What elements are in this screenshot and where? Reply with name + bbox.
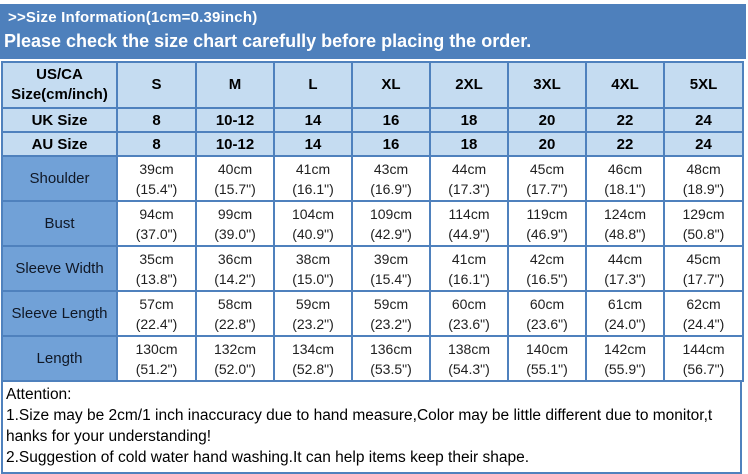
page-title: >>Size Information(1cm=0.39inch) (8, 9, 258, 26)
size-cell: 130cm (51.2") (116, 335, 197, 382)
row-label: AU Size (1, 131, 118, 157)
size-cell: 48cm (18.9") (663, 155, 744, 202)
au-size-row: AU Size 8 10-12 14 16 18 20 22 24 (1, 131, 744, 157)
size-cell: 62cm (24.4") (663, 290, 744, 337)
size-cell: 132cm (52.0") (195, 335, 275, 382)
uk-size-value: 24 (663, 107, 744, 133)
size-cell: 129cm (50.8") (663, 200, 744, 247)
size-cell: 119cm (46.9") (507, 200, 587, 247)
row-label: Bust (1, 200, 118, 247)
measurement-row-shoulder: Shoulder 39cm (15.4") 40cm (15.7") 41cm (16… (1, 155, 744, 202)
size-cell: 46cm (18.1") (585, 155, 665, 202)
size-cell: 38cm (15.0") (273, 245, 353, 292)
uk-size-row: UK Size 8 10-12 14 16 18 20 22 24 (1, 107, 744, 133)
size-cell: 138cm (54.3") (429, 335, 509, 382)
row-label: Length (1, 335, 118, 382)
column-header-m: M (195, 61, 275, 109)
column-header-2xl: 2XL (429, 61, 509, 109)
uk-size-value: 8 (116, 107, 197, 133)
measurement-row-sleeve-length: Sleeve Length 57cm (22.4") 58cm (22.8") 59… (1, 290, 744, 337)
attention-heading: Attention: (6, 386, 72, 403)
size-cell: 35cm (13.8") (116, 245, 197, 292)
size-cell: 43cm (16.9") (351, 155, 431, 202)
uk-size-value: 10-12 (195, 107, 275, 133)
attention-line: 2.Suggestion of cold water hand washing.… (6, 449, 530, 466)
size-cell: 44cm (17.3") (585, 245, 665, 292)
column-header-xl: XL (351, 61, 431, 109)
size-cell: 114cm (44.9") (429, 200, 509, 247)
size-cell: 41cm (16.1") (273, 155, 353, 202)
size-cell: 44cm (17.3") (429, 155, 509, 202)
size-cell: 39cm (15.4") (116, 155, 197, 202)
column-header-s: S (116, 61, 197, 109)
size-cell: 134cm (52.8") (273, 335, 353, 382)
size-cell: 109cm (42.9") (351, 200, 431, 247)
au-size-value: 14 (273, 131, 353, 157)
page-subtitle: Please check the size chart carefully be… (4, 31, 532, 51)
size-cell: 142cm (55.9") (585, 335, 665, 382)
column-header-3xl: 3XL (507, 61, 587, 109)
au-size-value: 18 (429, 131, 509, 157)
size-cell: 144cm (56.7") (663, 335, 744, 382)
size-cell: 45cm (17.7") (663, 245, 744, 292)
corner-header-cell: US/CA Size(cm/inch) (1, 61, 118, 109)
size-cell: 57cm (22.4") (116, 290, 197, 337)
size-cell: 59cm (23.2") (351, 290, 431, 337)
column-header-l: L (273, 61, 353, 109)
size-cell: 39cm (15.4") (351, 245, 431, 292)
size-cell: 45cm (17.7") (507, 155, 587, 202)
measurement-row-sleeve-width: Sleeve Width 35cm (13.8") 36cm (14.2") 38c… (1, 245, 744, 292)
au-size-value: 8 (116, 131, 197, 157)
size-cell: 60cm (23.6") (507, 290, 587, 337)
size-cell: 40cm (15.7") (195, 155, 275, 202)
row-label: Sleeve Length (1, 290, 118, 337)
size-cell: 124cm (48.8") (585, 200, 665, 247)
measurement-row-length: Length 130cm (51.2") 132cm (52.0") 134cm (5… (1, 335, 744, 382)
size-cell: 140cm (55.1") (507, 335, 587, 382)
au-size-value: 24 (663, 131, 744, 157)
uk-size-value: 14 (273, 107, 353, 133)
uk-size-value: 20 (507, 107, 587, 133)
size-chart-table: US/CA Size(cm/inch) S M L XL 2XL 3XL 4XL… (1, 61, 744, 382)
attention-line: 1.Size may be 2cm/1 inch inaccuracy due … (6, 407, 713, 424)
row-label: Sleeve Width (1, 245, 118, 292)
size-cell: 41cm (16.1") (429, 245, 509, 292)
au-size-value: 20 (507, 131, 587, 157)
row-label: Shoulder (1, 155, 118, 202)
uk-size-value: 16 (351, 107, 431, 133)
size-cell: 94cm (37.0") (116, 200, 197, 247)
table-header-row: US/CA Size(cm/inch) S M L XL 2XL 3XL 4XL… (1, 61, 744, 109)
uk-size-value: 18 (429, 107, 509, 133)
au-size-value: 16 (351, 131, 431, 157)
size-cell: 136cm (53.5") (351, 335, 431, 382)
size-cell: 104cm (40.9") (273, 200, 353, 247)
row-label: UK Size (1, 107, 118, 133)
header-banner: >>Size Information(1cm=0.39inch) Please … (0, 4, 746, 59)
size-cell: 42cm (16.5") (507, 245, 587, 292)
measurement-row-bust: Bust 94cm (37.0") 99cm (39.0") 104cm (40.9"… (1, 200, 744, 247)
size-cell: 60cm (23.6") (429, 290, 509, 337)
size-cell: 99cm (39.0") (195, 200, 275, 247)
column-header-4xl: 4XL (585, 61, 665, 109)
attention-note: Attention: 1.Size may be 2cm/1 inch inac… (1, 382, 742, 474)
size-cell: 59cm (23.2") (273, 290, 353, 337)
uk-size-value: 22 (585, 107, 665, 133)
au-size-value: 22 (585, 131, 665, 157)
size-cell: 61cm (24.0") (585, 290, 665, 337)
size-cell: 36cm (14.2") (195, 245, 275, 292)
column-header-5xl: 5XL (663, 61, 744, 109)
attention-line: hanks for your understanding! (6, 428, 212, 445)
size-cell: 58cm (22.8") (195, 290, 275, 337)
au-size-value: 10-12 (195, 131, 275, 157)
